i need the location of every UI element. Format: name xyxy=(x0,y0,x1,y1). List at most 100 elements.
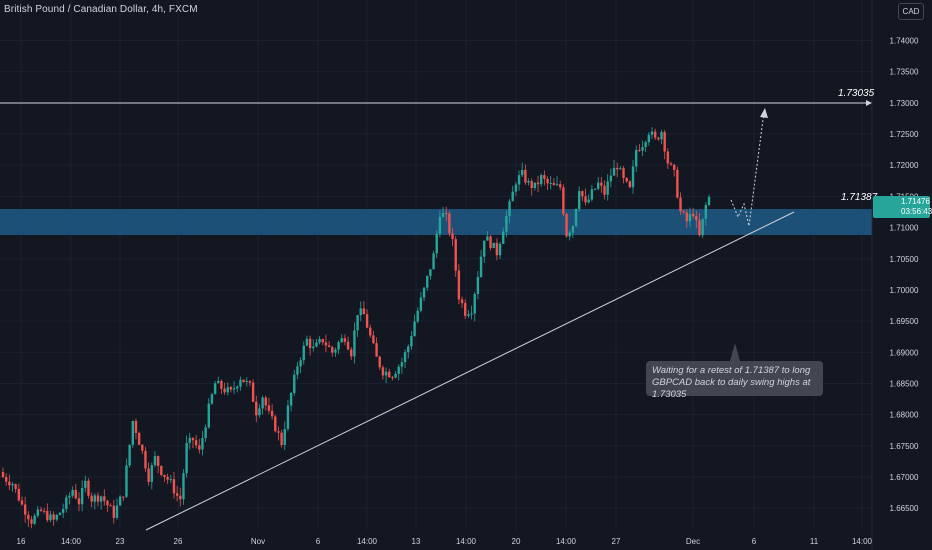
candle xyxy=(99,495,103,510)
candle xyxy=(559,180,562,191)
price-axis[interactable]: 1.740001.735001.730001.725001.720001.715… xyxy=(890,37,919,514)
candle xyxy=(264,395,267,411)
candle xyxy=(615,162,619,178)
zone-level-label: 1.71387 xyxy=(841,192,878,203)
candle xyxy=(438,210,442,238)
y-tick-label: 1.72000 xyxy=(890,161,919,170)
symbol-title[interactable]: British Pound / Canadian Dollar, 4h, FXC… xyxy=(4,4,198,15)
candle xyxy=(609,168,613,188)
time-axis[interactable]: 16 14:00 23 26 Nov 6 14:00 13 14:00 20 14:00 27 Dec 6… xyxy=(17,537,873,546)
trendline[interactable] xyxy=(145,211,795,531)
candle xyxy=(612,159,616,176)
candle xyxy=(175,485,179,502)
candle xyxy=(58,512,62,516)
y-tick-label: 1.74000 xyxy=(890,37,919,46)
x-tick-label: 6 xyxy=(752,537,757,546)
candle xyxy=(239,376,242,391)
candle xyxy=(125,458,128,498)
callout-note[interactable]: Waiting for a retest of 1.71387 to long … xyxy=(646,361,823,400)
candle xyxy=(384,367,388,384)
candle xyxy=(245,377,248,387)
candle xyxy=(179,487,182,507)
candle xyxy=(454,236,457,277)
candle xyxy=(90,492,93,508)
candle xyxy=(479,249,483,278)
y-tick-label: 1.73500 xyxy=(890,68,919,77)
y-tick-label: 1.67500 xyxy=(890,442,919,451)
candle xyxy=(543,170,546,186)
x-tick-label: 14:00 xyxy=(556,537,577,546)
candle xyxy=(416,307,419,324)
x-tick-label: 14:00 xyxy=(456,537,477,546)
candle xyxy=(403,349,407,369)
candle xyxy=(267,397,271,414)
candle xyxy=(350,346,353,360)
candle xyxy=(160,465,163,477)
candle xyxy=(274,414,277,433)
candle xyxy=(27,511,30,527)
candle xyxy=(568,230,571,241)
candle xyxy=(410,331,413,350)
resistance-line-arrowhead xyxy=(866,100,872,106)
candle xyxy=(413,314,416,337)
y-tick-label: 1.66500 xyxy=(890,504,919,513)
candle xyxy=(533,182,537,191)
candle xyxy=(590,184,594,202)
candle xyxy=(679,192,682,215)
candle xyxy=(8,474,11,491)
candle xyxy=(14,483,17,493)
candle xyxy=(473,292,476,322)
y-tick-label: 1.67000 xyxy=(890,473,919,482)
candle xyxy=(676,166,679,199)
projection-arrow[interactable] xyxy=(730,111,765,227)
candle xyxy=(546,176,549,190)
candle xyxy=(153,450,157,468)
candle xyxy=(188,432,191,450)
candle xyxy=(619,166,622,170)
candle xyxy=(422,286,426,302)
candle xyxy=(33,513,36,526)
support-zone[interactable] xyxy=(0,209,872,235)
candle xyxy=(112,500,116,524)
candle xyxy=(688,207,692,227)
candle xyxy=(451,227,454,247)
candle xyxy=(46,503,49,523)
candle xyxy=(672,163,676,177)
candle xyxy=(251,379,255,403)
candle xyxy=(270,404,274,420)
candle xyxy=(258,404,261,418)
candle xyxy=(600,176,603,193)
x-tick-label: Nov xyxy=(251,537,265,546)
candle xyxy=(299,357,302,374)
candle xyxy=(198,438,201,454)
resistance-level-label: 1.73035 xyxy=(838,88,875,99)
candle xyxy=(4,473,8,486)
candle xyxy=(36,505,40,518)
candle xyxy=(641,140,644,156)
y-tick-label: 1.71000 xyxy=(890,224,919,233)
candle xyxy=(106,499,109,512)
candle xyxy=(391,375,394,381)
x-tick-label: 16 xyxy=(17,537,26,546)
currency-button[interactable]: CAD xyxy=(898,3,924,20)
candle xyxy=(93,493,97,510)
candle xyxy=(52,511,55,526)
candle xyxy=(255,395,258,423)
candle xyxy=(555,176,559,187)
candle xyxy=(365,309,369,329)
candle xyxy=(695,210,698,229)
candle xyxy=(470,305,473,320)
y-tick-label: 1.69000 xyxy=(890,348,919,357)
candle xyxy=(596,177,600,191)
y-tick-label: 1.68500 xyxy=(890,379,919,388)
candle xyxy=(296,361,299,380)
candle xyxy=(337,340,340,355)
candle xyxy=(419,291,423,313)
candle xyxy=(584,188,587,206)
candle xyxy=(312,339,315,352)
candle xyxy=(118,495,122,506)
candle xyxy=(653,128,657,141)
x-tick-label: 13 xyxy=(412,537,421,546)
candle xyxy=(71,486,74,498)
